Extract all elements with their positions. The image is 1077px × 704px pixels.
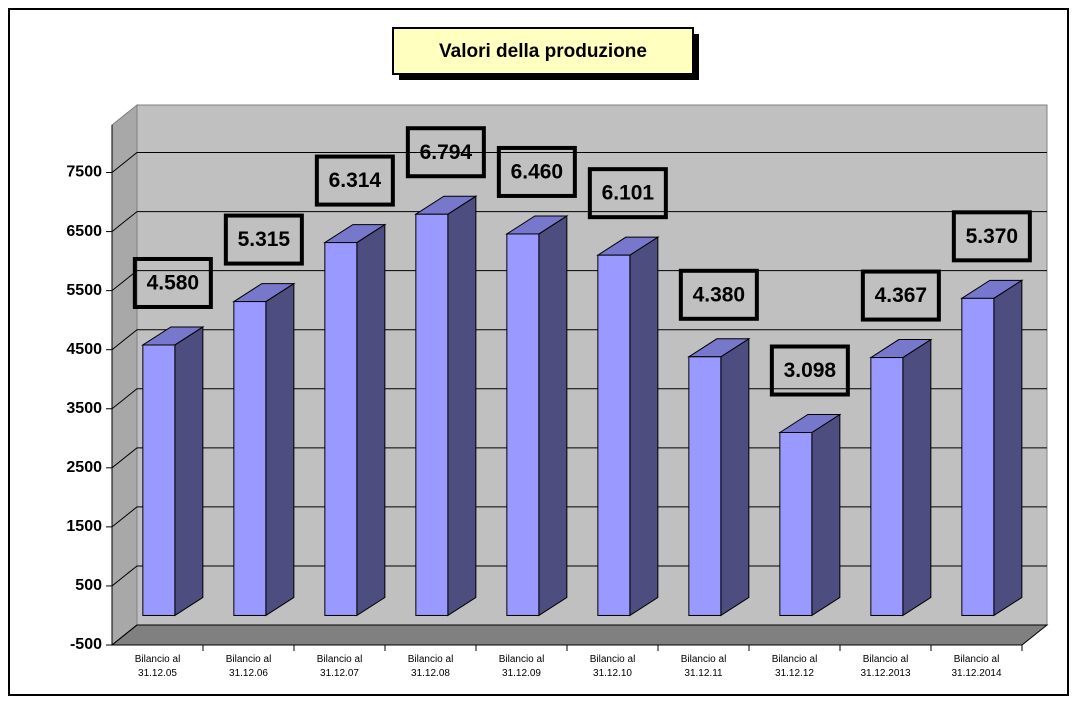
value-label: 3.098 [784,359,837,382]
y-tick-label: 6500 [66,223,102,240]
bar-front [961,297,995,616]
bar-front [688,356,722,616]
side-wall [111,103,138,647]
bar-side [174,326,204,617]
bar-side [629,236,659,617]
bar-side [811,413,841,617]
x-tick-label: Bilancio al 31.12.11 [681,654,727,679]
value-label: 6.101 [602,182,655,205]
x-tick-label: Bilancio al 31.12.2014 [951,654,1001,679]
bar-front [870,357,904,616]
x-tick-label: Bilancio al 31.12.08 [408,654,454,679]
bar-front [597,254,631,616]
value-label: 5.370 [966,225,1019,248]
grid-line [111,329,1047,351]
chart-title: Valori della produzione [439,41,647,62]
bar-front [142,344,176,616]
value-label-box [860,269,941,322]
value-label: 5.315 [238,228,291,251]
grid-line [111,624,1047,646]
x-tick-label: Bilancio al 31.12.05 [135,654,181,679]
bar [596,236,660,617]
bar-side [902,338,932,617]
bar-front [233,301,267,616]
bar [869,338,933,617]
value-label: 6.460 [511,160,564,183]
bar [232,282,296,617]
y-tick-label: 2500 [66,459,102,476]
value-label-box [496,145,577,198]
bar [778,413,842,617]
value-label: 6.794 [420,141,473,164]
x-tick-label: Bilancio al 31.12.07 [317,654,363,679]
value-label: 6.314 [329,169,382,192]
y-tick-label: 1500 [66,518,102,535]
y-tick-label: 7500 [66,164,102,181]
bar-front [415,213,449,616]
bar [960,279,1024,617]
value-label-box [587,167,668,220]
bar-side [447,195,477,617]
y-tick-label: 3500 [66,400,102,417]
grid-line [111,211,1047,232]
y-tick-label: 5500 [66,282,102,299]
y-tick-label: -500 [70,636,102,653]
value-label-box [223,213,304,266]
floor [110,624,1049,646]
x-tick-label: Bilancio al 31.12.2013 [860,654,910,679]
value-label: 4.580 [147,272,200,295]
y-tick-label: 4500 [66,341,102,358]
bar-front [506,233,540,616]
bar-side [720,337,750,617]
bar-front [324,242,358,616]
value-label-box [405,126,486,179]
x-tick-label: Bilancio al 31.12.12 [772,654,818,679]
value-label-box [314,154,395,207]
bar-side [993,279,1023,617]
bar-side [356,223,386,617]
value-label-box [769,344,850,397]
value-label: 4.367 [875,284,928,307]
y-tick-label: 500 [75,577,102,594]
value-label-box [132,256,213,309]
bar [414,195,478,617]
bar-front [779,432,813,616]
bar-side [538,215,568,617]
value-label-box [951,210,1032,263]
value-label-box [678,268,759,321]
x-tick-label: Bilancio al 31.12.09 [499,654,545,679]
bar [141,326,205,617]
value-label: 4.380 [693,283,746,306]
bar [687,337,751,617]
grid-line [111,152,1047,173]
bar [323,223,387,617]
bar-side [265,282,295,617]
x-tick-label: Bilancio al 31.12.10 [590,654,636,679]
x-tick-label: Bilancio al 31.12.06 [226,654,272,679]
bar [505,215,569,617]
title-box [392,27,694,75]
